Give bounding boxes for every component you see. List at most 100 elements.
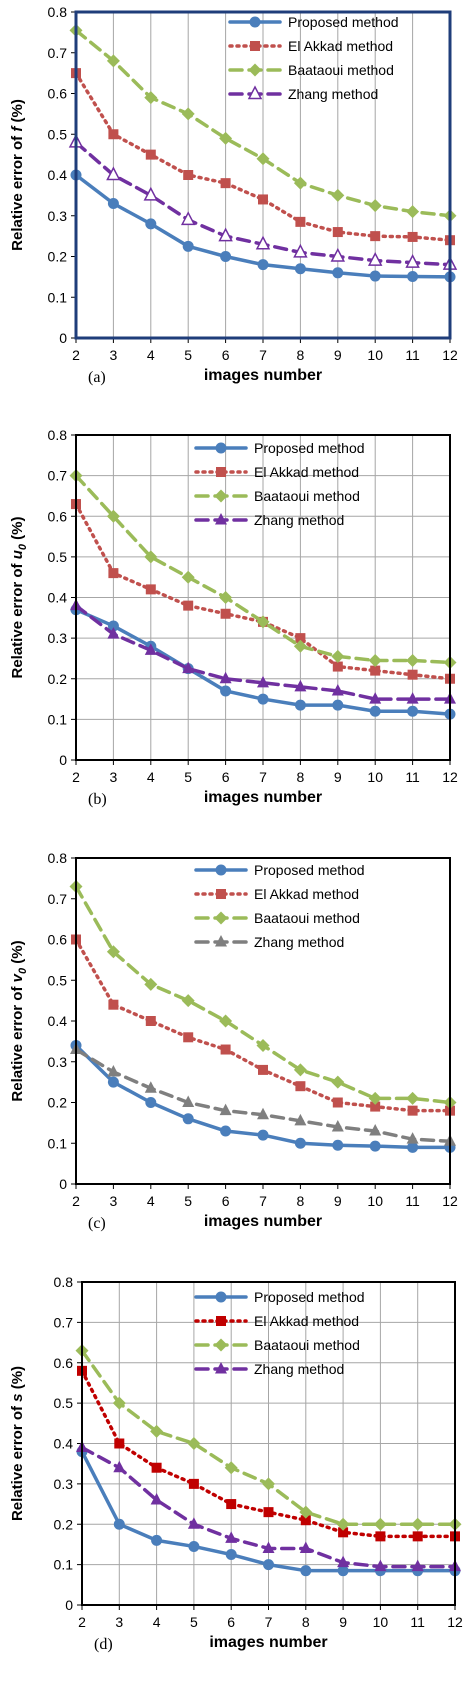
data-point [369,1140,381,1152]
data-point [219,1103,232,1116]
legend-label: Zhang method [254,1361,344,1377]
y-tick-label: 0 [65,1597,73,1613]
y-axis-label: Relative error of u0 (%) [9,516,29,678]
x-tick-label: 8 [302,1614,310,1630]
data-point [370,231,381,242]
data-point [330,247,346,262]
y-axis-label-suffix: (%) [9,940,26,968]
data-point [407,270,419,282]
data-point [257,675,269,688]
x-tick-label: 9 [339,1614,347,1630]
data-point [113,1460,126,1473]
data-point [331,188,345,202]
data-point [293,639,307,653]
legend-marker [215,1362,227,1374]
data-point [181,994,195,1008]
data-point [407,669,418,680]
data-point [107,627,120,639]
y-tick-label: 0.5 [48,972,68,988]
data-point [218,227,233,242]
data-point [257,259,269,271]
data-point [220,178,231,189]
y-axis-label-subscript: 0 [17,967,29,974]
y-axis-label: Relative error of v0 (%) [9,940,29,1101]
x-axis-label: images number [209,1634,327,1651]
y-tick-label: 0.4 [48,167,68,183]
panel-label: (a) [88,369,106,386]
x-tick-label: 11 [405,1193,420,1209]
y-axis-label-prefix: Relative error of [9,1402,26,1521]
x-tick-label: 8 [297,347,305,363]
y-tick-label: 0.1 [48,289,68,305]
data-point [144,977,158,991]
data-point [219,671,232,684]
y-axis-label: Relative error of f (%) [9,99,26,251]
data-point [226,1499,237,1510]
legend-marker [215,864,227,876]
data-point [299,1505,313,1519]
data-point [145,149,156,160]
legend-label: Baataoui method [254,1337,360,1353]
y-axis-label-suffix: (%) [9,1366,26,1394]
x-tick-label: 8 [297,769,305,785]
y-tick-label: 0.5 [48,549,68,565]
data-point [295,216,306,227]
x-axis-label: images number [204,367,322,384]
data-point [182,661,195,674]
data-point [107,620,119,632]
x-tick-label: 7 [265,1614,273,1630]
data-point [151,1534,163,1546]
y-tick-label: 0.3 [48,630,68,646]
data-point [406,205,420,219]
x-tick-label: 11 [405,347,420,363]
data-point [150,1424,164,1438]
legend-marker [215,935,227,947]
x-tick-label: 6 [227,1614,235,1630]
legend-marker [215,442,227,454]
data-point [369,1124,382,1136]
data-point [331,1119,344,1132]
y-tick-label: 0.2 [48,671,68,687]
legend: Proposed method El Akkad method Baataoui m… [194,862,365,950]
data-point [300,1515,311,1526]
data-point [368,199,382,213]
data-point [188,1540,200,1552]
x-tick-label: 5 [184,347,192,363]
plot-frame [75,434,451,761]
y-tick-label: 0.2 [48,249,68,265]
data-point [182,240,194,252]
legend: Proposed method El Akkad method Baataoui m… [194,1289,365,1377]
data-point [114,1438,125,1449]
x-tick-label: 12 [442,769,458,785]
data-point [220,251,232,262]
data-point [406,653,420,667]
data-point [295,633,306,644]
data-point [332,661,343,672]
y-tick-label: 0 [59,752,67,768]
legend-label: El Akkad method [254,464,359,480]
data-point [374,1559,387,1572]
data-point [257,693,269,705]
legend-label: Zhang method [288,86,378,102]
data-point [331,649,345,663]
y-tick-label: 0.7 [48,468,68,484]
y-tick-label: 0.7 [48,891,68,907]
y-tick-label: 0.2 [48,1095,68,1111]
legend-label: El Akkad method [254,886,359,902]
x-tick-label: 9 [334,769,342,785]
y-tick-label: 0.4 [48,1013,68,1029]
y-tick-label: 0.5 [48,126,68,142]
legend-marker [215,513,227,525]
data-point [406,1091,420,1105]
chart-panel-a: 0 0.1 0.2 0.3 0.4 0.5 0.6 0.7 0.8 2 3 4 5 6 7 8 9 10 11 12 P… [9,4,458,386]
data-point [293,176,307,190]
data-point [294,679,307,692]
data-point [183,600,194,611]
y-tick-label: 0.7 [48,45,68,61]
x-tick-label: 4 [147,1193,155,1209]
y-tick-label: 0.6 [48,86,68,102]
data-point [255,235,271,250]
data-point [300,1565,312,1577]
data-point [220,685,232,697]
data-point [183,1032,194,1043]
